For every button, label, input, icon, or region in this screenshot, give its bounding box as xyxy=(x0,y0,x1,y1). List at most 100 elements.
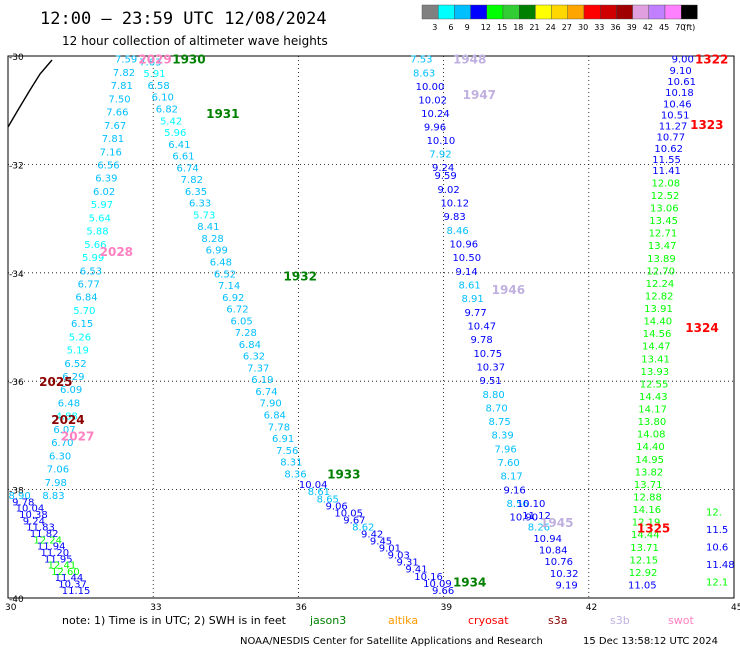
wave-height-value: 6.53 xyxy=(80,266,102,277)
wave-height-value: 9.78 xyxy=(470,335,492,346)
wave-height-value: 12.55 xyxy=(640,379,669,390)
wave-height-value: 5.19 xyxy=(67,346,89,357)
scale-swatch xyxy=(632,4,649,20)
x-tick-label: 36 xyxy=(295,603,307,613)
wave-height-value: 11.20 xyxy=(40,548,69,559)
wave-height-value: 7.82 xyxy=(181,175,203,186)
wave-height-value: 8.90 xyxy=(9,491,31,502)
satellite-legend-item: s3a xyxy=(548,614,567,627)
scale-label: 6 xyxy=(448,23,453,32)
scale-swatch xyxy=(535,4,552,20)
scale-label: 21 xyxy=(529,23,539,32)
wave-height-value: 11.5 xyxy=(706,525,728,536)
wave-height-value: 10.75 xyxy=(473,349,502,360)
wave-height-value: 6.10 xyxy=(152,93,174,104)
y-tick-label: -40 xyxy=(9,595,24,605)
wave-height-value: 6.05 xyxy=(230,316,252,327)
wave-height-value: 11.15 xyxy=(62,586,91,597)
wave-height-value: 10.37 xyxy=(58,580,87,591)
satellite-legend-item: s3b xyxy=(610,614,630,627)
x-tick-label: 33 xyxy=(150,603,161,613)
wave-height-value: 13.71 xyxy=(630,543,659,554)
y-tick-label: -32 xyxy=(9,161,24,171)
wave-height-value: 6.35 xyxy=(185,187,207,198)
y-tick-label: -38 xyxy=(9,487,24,497)
wave-height-value: 12.52 xyxy=(651,191,680,202)
chart-title: 12:00 – 23:59 UTC 12/08/2024 xyxy=(40,9,327,29)
wave-height-value: 6.82 xyxy=(156,104,178,115)
wave-height-value: 6.91 xyxy=(272,434,294,445)
pass-label: 1945 xyxy=(540,516,573,530)
scale-label: 3 xyxy=(432,23,437,32)
wave-height-value: 6.19 xyxy=(251,375,273,386)
data-points: 7.59 7.82 7.81 7.50 7.66 7.67 7.81 7.16 6.56 6.39… xyxy=(9,55,735,597)
wave-height-value: 12.1 xyxy=(706,578,728,589)
x-tick-label: 45 xyxy=(731,603,740,613)
scale-swatch xyxy=(664,4,682,20)
wave-height-value: 5.42 xyxy=(160,116,182,127)
wave-height-value: 6.39 xyxy=(95,174,117,185)
scale-unit: (ft) xyxy=(683,23,695,32)
scale-label: 12 xyxy=(481,23,491,32)
wave-height-value: 8.75 xyxy=(488,417,510,428)
pass-label: 1324 xyxy=(685,321,718,335)
wave-height-value: 9.16 xyxy=(503,485,525,496)
wave-height-value: 13.80 xyxy=(638,417,667,428)
wave-height-value: 6.30 xyxy=(49,451,71,462)
scale-swatch xyxy=(502,4,520,20)
scale-label: 36 xyxy=(610,23,620,32)
wave-height-value: 5.70 xyxy=(73,306,95,317)
y-tick-label: -34 xyxy=(9,270,24,280)
wave-height-value: 13.71 xyxy=(634,480,663,491)
wave-height-value: 9.00 xyxy=(672,55,694,66)
satellite-legend-item: cryosat xyxy=(468,614,509,627)
wave-height-value: 11.94 xyxy=(37,542,66,553)
wave-height-value: 9.31 xyxy=(397,558,419,569)
wave-height-value: 7.28 xyxy=(235,328,257,339)
scale-label: 15 xyxy=(497,23,507,32)
wave-height-value: 7.81 xyxy=(102,134,124,145)
wave-height-value: 8.41 xyxy=(197,222,219,233)
wave-height-value: 9.10 xyxy=(669,66,691,77)
wave-height-value: 9.41 xyxy=(405,565,427,576)
wave-height-value: 14.56 xyxy=(643,329,672,340)
wave-height-value: 7.63 xyxy=(139,57,161,68)
wave-height-value: 8.39 xyxy=(491,431,513,442)
wave-height-value: 12.19 xyxy=(632,518,661,529)
wave-height-value: 5.99 xyxy=(82,253,104,264)
scale-label: 70 xyxy=(675,23,685,32)
wave-height-value: 12. xyxy=(706,507,722,518)
scale-swatch xyxy=(567,4,585,20)
pass-label: 1948 xyxy=(453,53,486,67)
footer-timestamp: 15 Dec 13:58:12 UTC 2024 xyxy=(583,636,718,647)
wave-height-value: 6.84 xyxy=(75,293,97,304)
wave-height-value: 7.06 xyxy=(47,465,69,476)
pass-label: 2025 xyxy=(39,375,72,389)
scale-label: 30 xyxy=(578,23,588,32)
wave-height-value: 6.70 xyxy=(51,438,73,449)
wave-height-value: 6.02 xyxy=(93,187,115,198)
wave-height-value: 10.62 xyxy=(654,144,683,155)
wave-height-value: 6.92 xyxy=(222,293,244,304)
wave-height-value: 10.77 xyxy=(657,133,686,144)
wave-height-value: 10.84 xyxy=(539,546,568,557)
x-tick-label: 42 xyxy=(586,603,597,613)
wave-height-value: 8.36 xyxy=(284,469,306,480)
wave-height-value: 6.33 xyxy=(189,199,211,210)
wave-height-value: 13.89 xyxy=(647,254,676,265)
scale-label: 18 xyxy=(513,23,523,32)
scale-label: 39 xyxy=(627,23,637,32)
wave-height-value: 9.83 xyxy=(443,212,465,223)
wave-height-value: 6.52 xyxy=(64,359,86,370)
wave-height-value: 7.81 xyxy=(111,81,133,92)
wave-height-value: 8.83 xyxy=(42,491,64,502)
wave-height-value: 10.46 xyxy=(663,99,692,110)
wave-height-value: 10.04 xyxy=(16,504,45,515)
wave-height-value: 5.64 xyxy=(89,213,111,224)
wave-height-value: 10.18 xyxy=(665,88,694,99)
scale-swatch xyxy=(583,4,601,20)
wave-height-value: 9.24 xyxy=(432,163,454,174)
pass-label: 1930 xyxy=(172,53,205,67)
wave-height-value: 7.78 xyxy=(268,422,290,433)
wave-height-value: 10.10 xyxy=(517,499,546,510)
